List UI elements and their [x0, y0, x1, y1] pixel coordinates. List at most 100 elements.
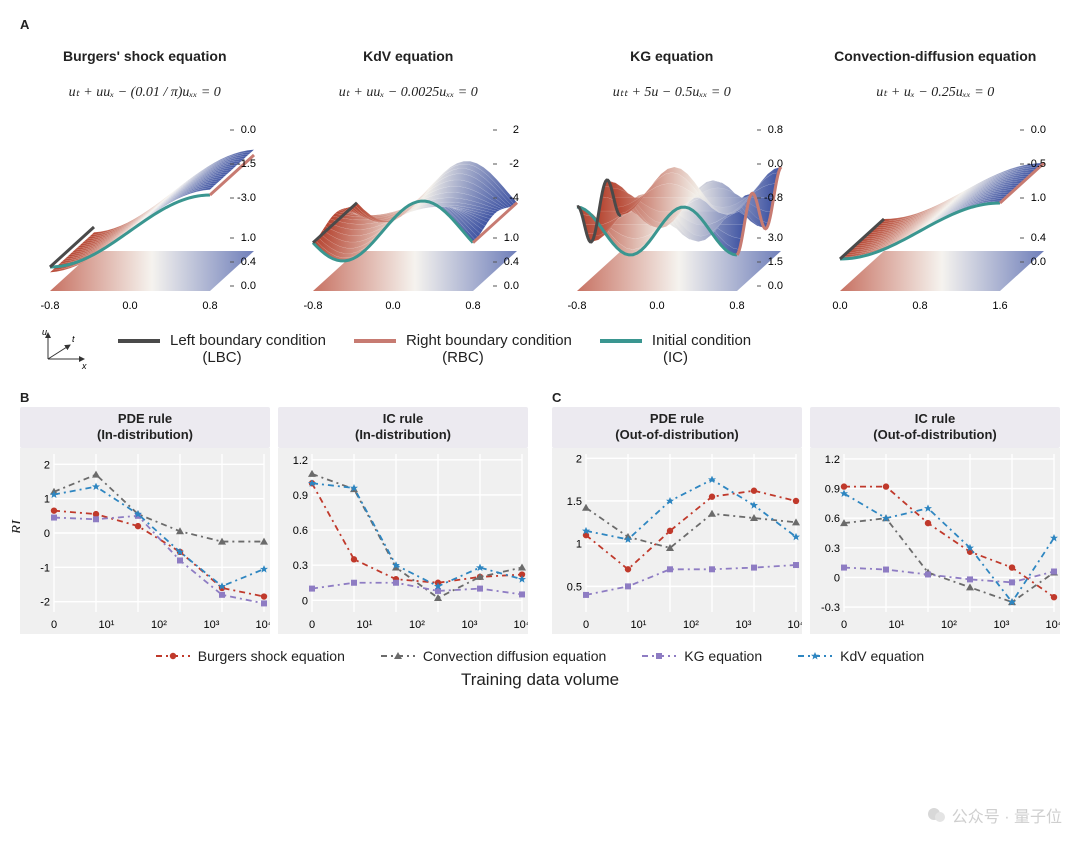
svg-text:10⁴: 10⁴: [788, 619, 802, 631]
legend-lbc: Left boundary condition (LBC): [118, 332, 326, 366]
plot-c-pde: 0.511.52010¹10²10³10⁴: [552, 448, 802, 634]
lbc-label: Left boundary condition: [170, 332, 326, 349]
col-a-3: Convection-diffusion equation uₜ + uₓ − 0…: [811, 38, 1061, 313]
svg-text:0: 0: [44, 528, 50, 540]
svg-text:10¹: 10¹: [889, 619, 905, 631]
equation: uₜ + uuₓ − 0.0025uₓₓ = 0: [339, 84, 478, 101]
svg-text:-4: -4: [509, 192, 519, 204]
row-a: Burgers' shock equationuₜ + uuₓ − (0.01 …: [20, 38, 1060, 313]
surface-plot: 0.0 -0.5 1.0 0.4 0.0 0.0 0.8 1.6: [820, 113, 1050, 313]
svg-text:1.2: 1.2: [825, 453, 840, 465]
svg-text:-0.8: -0.8: [764, 192, 783, 204]
svg-text:0.0: 0.0: [122, 300, 137, 312]
svg-text:x: x: [81, 361, 87, 371]
legend-item-convdiff: Convection diffusion equation: [381, 648, 606, 664]
x-axis-label: Training data volume: [20, 670, 1060, 690]
svg-text:-1.5: -1.5: [237, 158, 256, 170]
col-title: KG equation: [630, 38, 713, 74]
svg-text:0: 0: [841, 619, 847, 631]
svg-text:0.3: 0.3: [293, 560, 308, 572]
svg-text:1.5: 1.5: [567, 495, 582, 507]
ic-swatch: [600, 339, 642, 343]
legend-item-kg: KG equation: [642, 648, 762, 664]
svg-text:0.0: 0.0: [240, 124, 255, 136]
col-a-2: KG equation uₜₜ + 5u − 0.5uₓₓ = 0 0.8 0.0 -0…: [547, 38, 797, 313]
legend-ic: Initial condition (IC): [600, 332, 751, 366]
surface-plot: 0.0-1.5-3.01.00.40.0-0.80.00.8: [30, 113, 260, 313]
svg-text:-2: -2: [509, 158, 519, 170]
svg-text:2: 2: [576, 453, 582, 465]
svg-text:10¹: 10¹: [357, 619, 373, 631]
legend-a: u t x Left boundary condition (LBC) Righ…: [30, 327, 1060, 371]
svg-text:10³: 10³: [462, 619, 478, 631]
legend-rbc: Right boundary condition (RBC): [354, 332, 572, 366]
svg-text:0.0: 0.0: [649, 300, 664, 312]
panel-c: C PDE rule(Out-of-distribution) 0.5 1 1.5 2…: [552, 389, 1060, 634]
col-title: Burgers' shock equation: [63, 38, 227, 74]
svg-text:1.0: 1.0: [240, 232, 255, 244]
svg-text:-0.8: -0.8: [567, 300, 586, 312]
svg-text:10⁴: 10⁴: [1046, 619, 1060, 631]
lbc-swatch: [118, 339, 160, 343]
svg-text:0.9: 0.9: [293, 489, 308, 501]
surface-plot: 2-2-41.00.40.0-0.80.00.8: [293, 113, 523, 313]
svg-text:0.3: 0.3: [825, 542, 840, 554]
panel-b: B RI PDE rule(In-distribution) -2-101201…: [20, 389, 528, 634]
svg-text:10³: 10³: [204, 619, 220, 631]
svg-text:10¹: 10¹: [631, 619, 647, 631]
equation: uₜ + uₓ − 0.25uₓₓ = 0: [876, 84, 994, 101]
svg-text:0.4: 0.4: [1031, 232, 1046, 244]
plot-b-pde: -2-1012010¹10²10³10⁴: [20, 448, 270, 634]
svg-text:-0.8: -0.8: [304, 300, 323, 312]
svg-text:10³: 10³: [736, 619, 752, 631]
panel-a-label: A: [20, 17, 29, 32]
svg-text:-0.5: -0.5: [1027, 158, 1046, 170]
svg-text:1.0: 1.0: [504, 232, 519, 244]
svg-text:t: t: [72, 334, 75, 344]
chart-title-c-ic: IC rule(Out-of-distribution): [810, 407, 1060, 448]
svg-text:0.8: 0.8: [729, 300, 744, 312]
svg-text:-1: -1: [40, 562, 50, 574]
svg-text:0.5: 0.5: [567, 581, 582, 593]
svg-text:0.6: 0.6: [293, 525, 308, 537]
chart-title-c-pde: PDE rule(Out-of-distribution): [552, 407, 802, 448]
svg-text:0.0: 0.0: [1031, 124, 1046, 136]
chart-title-b-pde: PDE rule(In-distribution): [20, 407, 270, 448]
svg-text:0.0: 0.0: [504, 280, 519, 292]
svg-text:u: u: [42, 327, 47, 337]
svg-text:0: 0: [51, 619, 57, 631]
legend-b: Burgers shock equationConvection diffusi…: [20, 648, 1060, 664]
svg-text:0.8: 0.8: [202, 300, 217, 312]
wechat-icon: [926, 805, 946, 825]
svg-text:10¹: 10¹: [99, 619, 115, 631]
svg-text:1.0: 1.0: [1031, 192, 1046, 204]
chart-title-b-ic: IC rule(In-distribution): [278, 407, 528, 448]
rbc-swatch: [354, 339, 396, 343]
svg-text:1.6: 1.6: [993, 300, 1008, 312]
svg-text:-2: -2: [40, 596, 50, 608]
svg-text:0.8: 0.8: [767, 124, 782, 136]
equation: uₜₜ + 5u − 0.5uₓₓ = 0: [613, 84, 731, 101]
svg-text:0.4: 0.4: [504, 256, 519, 268]
panel-c-label: C: [552, 390, 561, 405]
svg-text:0.0: 0.0: [833, 300, 848, 312]
svg-text:1.2: 1.2: [293, 454, 308, 466]
col-title: KdV equation: [363, 38, 453, 74]
panel-a: A Burgers' shock equationuₜ + uuₓ − (0.0…: [20, 16, 1060, 371]
svg-text:10²: 10²: [151, 619, 167, 631]
svg-text:0.0: 0.0: [1031, 256, 1046, 268]
svg-text:10³: 10³: [994, 619, 1010, 631]
svg-text:0.0: 0.0: [240, 280, 255, 292]
plot-b-ic: 00.30.60.91.2010¹10²10³10⁴: [278, 448, 528, 634]
svg-text:0: 0: [834, 572, 840, 584]
svg-text:1: 1: [576, 538, 582, 550]
svg-text:10⁴: 10⁴: [514, 619, 528, 631]
axes-icon: u t x: [30, 327, 90, 371]
svg-text:-0.3: -0.3: [821, 602, 840, 614]
row-bc: B RI PDE rule(In-distribution) -2-101201…: [20, 389, 1060, 634]
svg-text:10²: 10²: [941, 619, 957, 631]
svg-text:0.4: 0.4: [240, 256, 255, 268]
svg-text:0.8: 0.8: [913, 300, 928, 312]
col-title: Convection-diffusion equation: [834, 38, 1036, 74]
svg-text:0.8: 0.8: [466, 300, 481, 312]
